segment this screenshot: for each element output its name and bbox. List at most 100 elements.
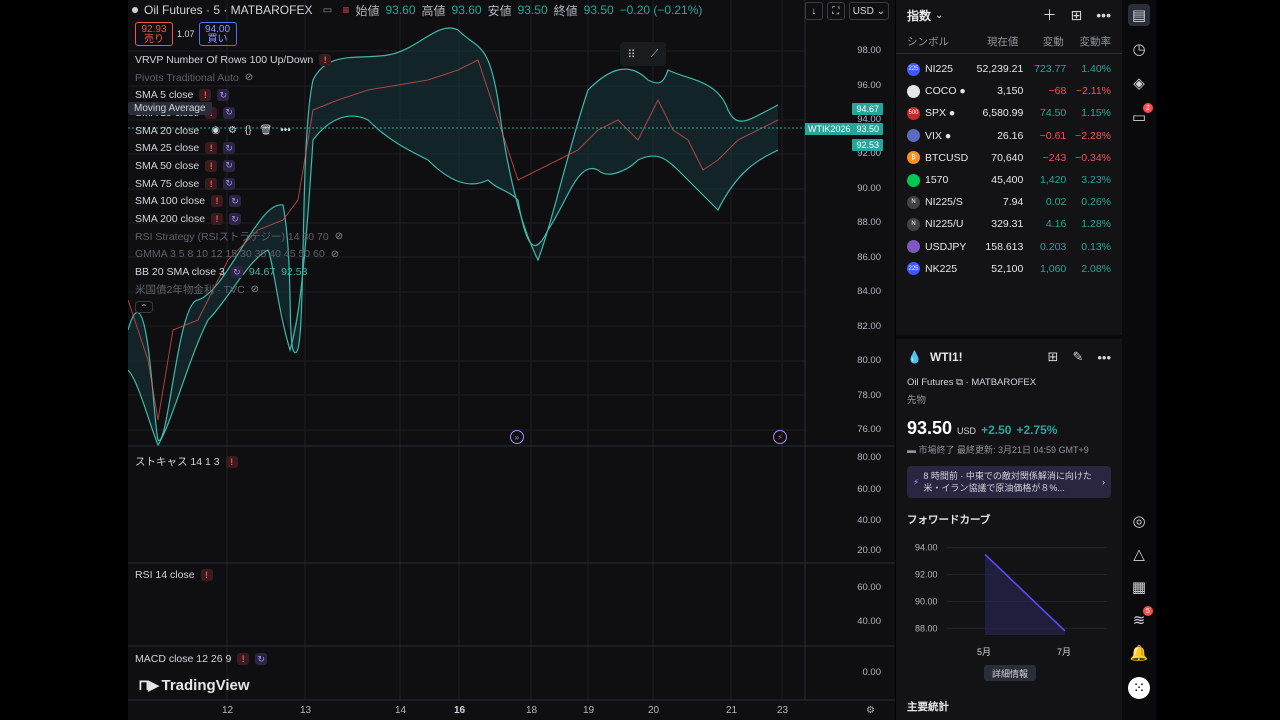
- warning-icon[interactable]: !: [319, 53, 332, 66]
- details-button[interactable]: 詳細情報: [984, 665, 1037, 681]
- watchlist-title[interactable]: 指数: [907, 8, 932, 23]
- watchlist-row[interactable]: 225 NI225 52,239.21 723.77 1.40%: [896, 58, 1122, 80]
- chart-area[interactable]: Oil Futures · 5 · MATBAROFEX ▭ ≡ 始値 93.60…: [128, 0, 895, 720]
- alerts-clock-icon[interactable]: ◷: [1132, 41, 1146, 58]
- detail-symbol[interactable]: WTI1!: [929, 350, 963, 364]
- hidden-eye-icon[interactable]: ⊘: [334, 231, 344, 243]
- legend-rsi-strategy[interactable]: RSI Strategy (RSIストラテジー) 14 30 70 ⊘: [135, 231, 344, 244]
- watchlist-row[interactable]: 500 SPX ● 6,580.99 74.50 1.15%: [896, 102, 1122, 124]
- currency-selector[interactable]: USD ⌄: [848, 2, 889, 20]
- hidden-eye-icon[interactable]: ⊘: [244, 72, 254, 84]
- legend-sma20[interactable]: SMA 20 close ◉ ⚙ {} 🗑 •••: [135, 124, 291, 137]
- chevron-up-icon[interactable]: ⌃: [135, 301, 153, 314]
- refresh-icon[interactable]: ↻: [223, 159, 236, 172]
- warning-icon[interactable]: !: [205, 177, 218, 190]
- source-code-icon[interactable]: {}: [244, 125, 252, 137]
- watchlist-symbol[interactable]: BTCUSD: [925, 151, 969, 164]
- pattern-icon[interactable]: △: [1133, 546, 1145, 563]
- watchlist-symbol[interactable]: VIX ●: [925, 129, 952, 142]
- watchlist-symbol[interactable]: 1570: [925, 174, 949, 187]
- legend-sma200[interactable]: SMA 200 close! ↻: [135, 210, 343, 228]
- legend-vrvp[interactable]: VRVP Number Of Rows 100 Up/Down!: [135, 51, 343, 69]
- drawing-tool-float[interactable]: ⠿ ⟋: [620, 42, 666, 66]
- legend-sma25[interactable]: SMA 25 close! ↻: [135, 139, 343, 157]
- trend-line-icon[interactable]: ⟋: [650, 47, 659, 60]
- feed-icon[interactable]: ≋ 5: [1128, 606, 1153, 631]
- refresh-icon[interactable]: ↻: [230, 266, 243, 279]
- add-icon[interactable]: ＋: [1042, 7, 1057, 23]
- sell-button[interactable]: 92.93 売り: [135, 22, 173, 46]
- col-change[interactable]: 変動: [1042, 36, 1064, 48]
- watchlist-symbol[interactable]: NI225/S: [925, 196, 963, 209]
- watchlist-symbol[interactable]: NK225: [925, 262, 958, 275]
- download-icon[interactable]: ↓: [804, 2, 823, 20]
- stochastic-pane-title[interactable]: ストキャス 14 1 3!: [135, 454, 238, 469]
- legend-collapse[interactable]: ⌃: [135, 299, 343, 317]
- warning-icon[interactable]: !: [237, 653, 250, 665]
- edit-icon[interactable]: ✎: [1072, 349, 1084, 364]
- warning-icon[interactable]: !: [211, 213, 224, 226]
- refresh-icon[interactable]: ↻: [217, 89, 230, 102]
- news-headline[interactable]: 8 時間前 · 中東での敵対関係解消に向けた米・イラン協議で原油価格が８%...: [923, 471, 1092, 493]
- refresh-icon[interactable]: ↻: [229, 195, 242, 208]
- more-icon[interactable]: •••: [1096, 7, 1111, 23]
- legend-sma5[interactable]: SMA 5 close! ↻: [135, 86, 343, 104]
- watchlist-symbol[interactable]: NI225/U: [925, 218, 964, 231]
- more-icon[interactable]: •••: [280, 125, 291, 137]
- drag-handle-icon[interactable]: ⠿: [627, 48, 636, 61]
- legend-bb[interactable]: BB 20 SMA close 3 ↻ 94.67 92.53: [135, 266, 308, 279]
- watchlist-row[interactable]: 225 NK225 52,100 1,060 2.08%: [896, 258, 1122, 280]
- settings-icon[interactable]: ⚙: [227, 125, 237, 137]
- forward-curve-chart[interactable]: 94.00 92.00 90.00 88.00 5月 7月: [907, 533, 1111, 663]
- external-link-icon[interactable]: ⧉: [956, 377, 963, 388]
- warning-icon[interactable]: !: [200, 569, 213, 581]
- detail-name[interactable]: Oil Futures: [907, 377, 954, 388]
- refresh-icon[interactable]: ↻: [223, 177, 236, 190]
- col-symbol[interactable]: シンボル: [907, 36, 949, 48]
- legend-us-2y[interactable]: 米国債2年物金利 · TVC ⊘: [135, 284, 260, 297]
- table-layout-icon[interactable]: ⊞: [1070, 6, 1083, 23]
- news-card[interactable]: ⚡ 8 時間前 · 中東での敵対関係解消に向けた米・イラン協議で原油価格が８%.…: [907, 466, 1111, 498]
- legend-sma75[interactable]: SMA 75 close! ↻: [135, 175, 343, 193]
- apps-grid-icon[interactable]: ⁙: [1128, 677, 1150, 699]
- warning-icon[interactable]: !: [225, 455, 238, 468]
- macd-pane-title[interactable]: MACD close 12 26 9! ↻: [135, 653, 268, 665]
- warning-icon[interactable]: !: [205, 142, 218, 155]
- watchlist-row[interactable]: USDJPY 158.613 0.203 0.13%: [896, 236, 1122, 258]
- calendar-icon[interactable]: ▦: [1131, 579, 1147, 596]
- warning-icon[interactable]: !: [205, 159, 218, 172]
- hidden-eye-icon[interactable]: ⊘: [250, 284, 260, 296]
- event-marker-icon[interactable]: »: [510, 430, 524, 444]
- fullscreen-icon[interactable]: ⛶: [826, 2, 845, 20]
- axis-settings-icon[interactable]: ⚙: [866, 705, 875, 716]
- refresh-icon[interactable]: ↻: [223, 142, 236, 155]
- legend-gmma[interactable]: GMMA 3 5 8 10 12 15 30 35 40 45 50 60 ⊘: [135, 248, 340, 261]
- chevron-right-icon[interactable]: ›: [1102, 477, 1105, 487]
- legend-sma50[interactable]: SMA 50 close! ↻: [135, 157, 343, 175]
- compare-icon[interactable]: ▭: [322, 4, 333, 16]
- watchlist-symbol[interactable]: NI225: [925, 63, 954, 76]
- legend-sma100[interactable]: SMA 100 close! ↻: [135, 193, 343, 211]
- watchlist-row[interactable]: N NI225/S 7.94 0.02 0.26%: [896, 191, 1122, 213]
- more-icon[interactable]: •••: [1097, 349, 1111, 365]
- watchlist-row[interactable]: VIX ● 26.16 −0.61 −2.28%: [896, 125, 1122, 147]
- target-icon[interactable]: ◎: [1132, 513, 1146, 530]
- watchlist-row[interactable]: ₿ BTCUSD 70,640 −243 −0.34%: [896, 147, 1122, 169]
- col-last[interactable]: 現在値: [986, 36, 1019, 48]
- watchlist-icon[interactable]: ▤: [1128, 4, 1150, 26]
- trash-icon[interactable]: 🗑: [259, 125, 273, 137]
- buy-button[interactable]: 94.00 買い: [198, 22, 237, 46]
- layers-icon[interactable]: ◈: [1133, 75, 1145, 92]
- lightning-marker-icon[interactable]: ⚡: [773, 430, 787, 444]
- legend-pivots[interactable]: Pivots Traditional Auto ⊘: [135, 71, 254, 84]
- refresh-icon[interactable]: ↻: [229, 213, 242, 226]
- watchlist-row[interactable]: COCO ● 3,150 −68 −2.11%: [896, 80, 1122, 102]
- chevron-down-icon[interactable]: ⌄: [935, 9, 944, 21]
- ideas-icon[interactable]: ▭ 2: [1128, 103, 1153, 128]
- watchlist-symbol[interactable]: USDJPY: [925, 240, 967, 253]
- watchlist-row[interactable]: N NI225/U 329.31 4.16 1.28%: [896, 213, 1122, 235]
- eye-icon[interactable]: ◉: [211, 125, 220, 137]
- notifications-icon[interactable]: 🔔: [1129, 645, 1149, 662]
- warning-icon[interactable]: !: [211, 195, 224, 208]
- hidden-eye-icon[interactable]: ⊘: [330, 248, 340, 260]
